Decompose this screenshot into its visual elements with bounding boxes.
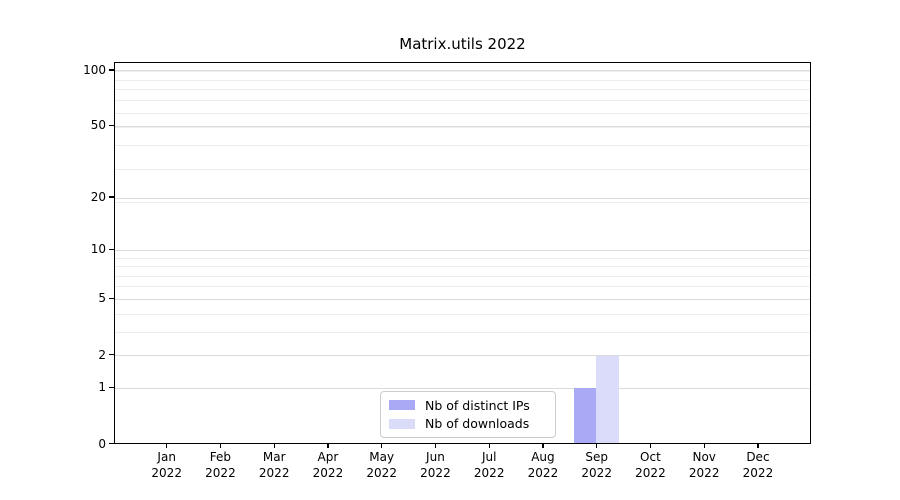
x-tick-mark [327,443,329,448]
legend-swatch-distinct-ips [389,400,415,411]
legend-entry-distinct-ips: Nb of distinct IPs [389,398,547,413]
gridline [115,100,810,102]
y-tick-label: 0 [98,436,106,451]
gridline [115,197,810,199]
gridline [115,71,810,73]
x-tick-year: 2022 [473,466,505,481]
y-tick-mark [109,386,114,389]
x-tick-year: 2022 [205,466,236,481]
x-tick-label: Oct 2022 [635,450,666,481]
x-tick-label: Sep 2022 [581,450,612,481]
y-tick-label: 5 [98,291,106,306]
gridline [115,249,810,251]
y-tick-mark [109,196,114,198]
bar-downloads [596,355,619,444]
gridline [115,89,810,91]
gridline [115,387,810,389]
y-tick-label: 2 [98,347,106,362]
y-tick-mark [109,297,114,300]
gridline [115,298,810,300]
x-tick-mark [649,443,652,448]
x-tick-mark [488,443,490,448]
legend-entry-downloads: Nb of downloads [389,416,547,431]
y-tick-mark [109,124,114,126]
x-tick-mark [703,443,705,448]
bar-distinct-ips [574,388,597,444]
x-tick-year: 2022 [527,466,559,481]
x-tick-label: Dec 2022 [742,450,774,481]
y-tick-mark [109,248,114,251]
x-tick-year: 2022 [635,466,666,481]
y-tick-label: 10 [90,242,106,257]
gridline [115,168,810,170]
y-tick-mark [109,353,114,356]
x-tick-year: 2022 [312,466,344,481]
x-tick-label: Mar 2022 [258,450,290,481]
x-tick-mark [381,443,383,448]
x-tick-label: Jun 2022 [420,450,451,481]
gridline [115,331,810,333]
x-tick-mark [273,443,275,448]
legend-label-distinct-ips: Nb of distinct IPs [425,397,530,413]
legend-label-downloads: Nb of downloads [425,416,530,432]
x-tick-mark [596,443,598,448]
y-tick-mark [109,69,114,71]
plot-area [114,62,811,444]
y-tick-label: 50 [90,118,106,133]
x-tick-mark [219,443,222,448]
x-tick-mark [542,443,544,448]
x-tick-label: Nov 2022 [688,450,720,481]
gridline [115,70,810,72]
gridline [115,313,810,315]
legend-swatch-downloads [389,418,415,429]
x-tick-year: 2022 [258,466,290,481]
gridline [115,355,810,357]
chart-title: Matrix.utils 2022 [399,35,526,53]
x-tick-mark [434,443,437,448]
x-tick-year: 2022 [420,466,451,481]
y-tick-mark [109,442,114,445]
gridline [115,112,810,114]
x-tick-year: 2022 [742,466,774,481]
x-tick-label: Aug 2022 [527,450,559,481]
y-tick-label: 1 [98,380,106,395]
x-tick-label: May 2022 [366,450,397,481]
x-tick-label: Jul 2022 [473,450,505,481]
y-tick-label: 100 [83,62,106,77]
gridline [115,286,810,288]
x-tick-year: 2022 [688,466,720,481]
gridline [115,266,810,268]
x-tick-label: Apr 2022 [312,450,344,481]
x-tick-label: Jan 2022 [151,450,182,481]
gridline [115,257,810,259]
x-tick-mark [166,443,168,448]
gridline [115,145,810,147]
gridline [115,275,810,277]
gridline [115,125,810,127]
x-tick-year: 2022 [151,466,182,481]
gridline [115,201,810,203]
y-tick-label: 20 [90,190,106,205]
legend: Nb of distinct IPs Nb of downloads [380,391,556,438]
x-tick-mark [757,443,759,448]
x-tick-label: Feb 2022 [205,450,236,481]
x-tick-year: 2022 [366,466,397,481]
x-tick-year: 2022 [581,466,612,481]
gridline [115,127,810,129]
gridline [115,79,810,81]
